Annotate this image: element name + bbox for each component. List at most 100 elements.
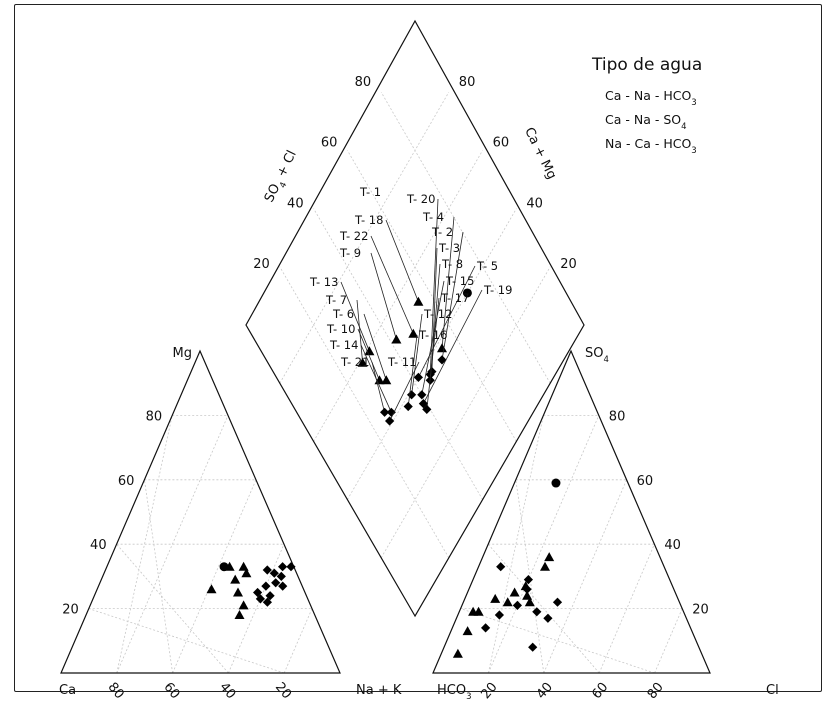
anion-grid-line [543,479,627,674]
cation-data-point [230,574,241,584]
cation-grid-line [172,479,257,674]
diamond-data-point [357,357,368,367]
anion-tick-label: 20 [692,603,709,618]
legend-item-label: Na - Ca - HCO3 [605,136,697,156]
anion-data-point [522,590,533,600]
diamond-leader-line [363,313,387,381]
anion-data-point [528,642,538,652]
diamond-leader-line [421,280,445,395]
diamond-tick-label: 40 [526,196,543,211]
diamond-tick-label: 20 [560,257,577,272]
anion-data-point [502,597,513,607]
diamond-point-label: T- 5 [476,259,498,273]
cation-tick-label: 80 [105,680,127,701]
diamond-point-label: T- 18 [354,213,383,227]
anion-tick-label: 60 [589,680,611,701]
diamond-point-label: T- 7 [325,293,347,307]
diamond-tick-label: 80 [459,75,476,90]
cation-tick-label: 20 [272,680,294,701]
diamond-data-point [385,416,395,426]
anion-data-point [462,626,473,636]
diamond-point-label: T- 17 [440,291,469,305]
cation-tick-label: 60 [118,474,135,489]
cation-data-point [255,594,265,604]
legend-item-label: Ca - Na - HCO3 [605,88,697,108]
cation-tick-label: 20 [62,603,79,618]
cation-data-point [238,561,249,571]
diamond-point-label: T- 9 [339,246,361,260]
diamond-leader-line [441,231,464,360]
diamond-point-label: T- 15 [445,274,474,288]
anion-data-point [524,597,535,607]
diamond-grid-line [380,266,551,559]
cation-data-point [269,568,279,578]
cation-data-point [286,562,296,572]
diamond-data-point [437,343,447,353]
cation-corner-label: Mg [173,346,192,361]
anion-tick-label: 40 [534,680,556,701]
diamond-grid-line [279,266,450,559]
diamond-tick-label: 60 [493,136,510,151]
cation-tick-label: 60 [160,680,182,701]
diamond-point-label: T- 4 [422,210,444,224]
diamond-data-point [427,367,437,377]
cation-corner-label: Ca [59,683,76,698]
cation-grid-line [88,608,285,674]
anion-data-point [494,610,504,620]
cation-data-point [265,591,275,601]
legend-title: Tipo de agua [591,55,702,75]
cation-data-point [241,568,252,578]
diamond-leader-line [371,361,385,413]
anion-data-point [509,587,520,597]
diamond-data-point [417,390,427,400]
diamond-grid-line [313,150,483,442]
anion-tick-label: 80 [645,680,667,701]
diamond-point-label: T- 6 [332,307,354,321]
cation-corner-label: Na + K [356,683,402,698]
diamond-data-point [418,399,429,409]
diamond-leader-line [411,313,423,395]
cation-tick-label: 40 [90,538,107,553]
anion-tick-label: 80 [609,409,626,424]
anion-tick-label: 40 [664,538,681,553]
anion-tick-label: 20 [478,680,500,701]
diamond-leader-line [418,265,476,378]
diamond-point-label: T- 3 [438,241,460,255]
diamond-data-point [407,390,417,400]
diamond-axis-label: Ca + Mg [521,125,559,182]
diamond-grid-line [347,208,517,500]
legend-item-label: Ca - Na - SO4 [605,112,687,132]
anion-data-point [522,584,532,594]
diamond-point-label: T- 8 [441,257,463,271]
diamond-data-point [391,334,402,344]
diamond-data-point [380,407,390,417]
anion-data-point [490,593,501,603]
anion-data-point [544,552,555,562]
cation-tick-label: 40 [216,680,238,701]
anion-grid-line [487,543,600,674]
diamond-data-point [403,401,413,412]
anion-data-point [540,561,550,571]
diamond-point-label: T- 20 [406,192,435,206]
cation-data-point [262,597,272,607]
diamond-grid-line [380,91,551,384]
diamond-tick-label: 60 [321,136,338,151]
anion-data-point [523,575,533,585]
diamond-point-label: T- 12 [423,307,452,321]
cation-grid-line [228,544,285,674]
diamond-point-label: T- 16 [418,328,447,342]
diamond-point-label: T- 2 [431,225,453,239]
diamond-tick-label: 20 [253,257,270,272]
diamond-data-point [413,372,423,382]
diamond-data-point [364,346,375,356]
cation-data-point [238,600,249,610]
diamond-data-point [422,404,432,414]
cation-data-point [224,561,235,571]
anion-corner-label: HCO3 [437,683,472,701]
diamond-point-label: T- 1 [359,185,381,199]
anion-grid-line [654,608,683,674]
anion-data-point [532,607,542,617]
cation-data-point [262,565,272,575]
cation-data-point [206,584,217,594]
